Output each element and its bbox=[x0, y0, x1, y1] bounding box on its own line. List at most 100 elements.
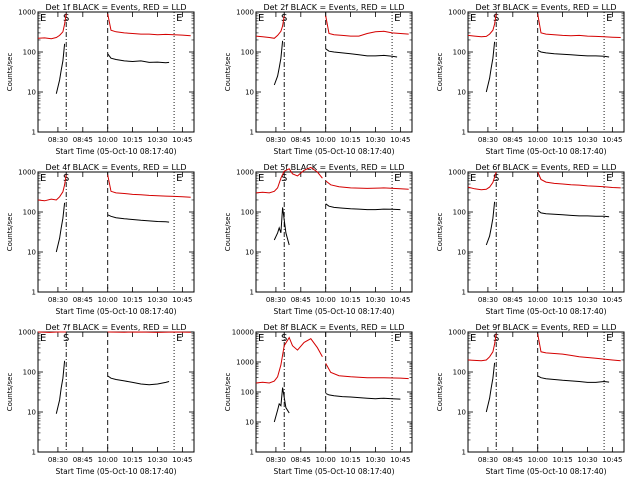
event-marker-label: E bbox=[258, 13, 264, 24]
y-tick-label: 1000 bbox=[236, 169, 254, 177]
event-marker-label: E bbox=[606, 333, 612, 344]
x-tick-label: 10:45 bbox=[172, 136, 192, 144]
y-axis-label: Counts/sec bbox=[6, 373, 14, 412]
y-tick-label: 10 bbox=[245, 419, 254, 427]
event-marker-label: S bbox=[493, 13, 499, 24]
x-tick-label: 10:45 bbox=[390, 136, 410, 144]
y-axis-label: Counts/sec bbox=[436, 373, 444, 412]
events-series-line bbox=[273, 387, 290, 423]
plot-frame bbox=[255, 171, 413, 293]
events-series-line bbox=[325, 203, 401, 211]
events-series-line bbox=[273, 207, 290, 246]
detector-panel: Det 7f BLACK = Events, RED = LLD Counts/s… bbox=[6, 323, 195, 476]
x-tick-label: 08:30 bbox=[266, 296, 286, 304]
plot-frame bbox=[255, 11, 413, 133]
panel-title: Det 1f BLACK = Events, RED = LLD bbox=[45, 3, 186, 12]
events-series-line bbox=[537, 49, 610, 58]
event-marker-label: S bbox=[63, 13, 69, 24]
lld-series-line bbox=[537, 13, 621, 38]
lld-series-line bbox=[325, 363, 409, 380]
x-tick-label: 10:15 bbox=[553, 296, 573, 304]
x-tick-label: 08:45 bbox=[73, 296, 93, 304]
y-tick-label: 10 bbox=[457, 89, 466, 97]
y-axis-label: Counts/sec bbox=[436, 213, 444, 252]
x-tick-label: 10:00 bbox=[528, 136, 548, 144]
y-tick-label: 100 bbox=[23, 209, 36, 217]
panel-title: Det 3f BLACK = Events, RED = LLD bbox=[475, 3, 616, 12]
x-tick-label: 10:45 bbox=[602, 296, 622, 304]
lld-series-line bbox=[325, 15, 409, 37]
y-tick-label: 100 bbox=[453, 209, 466, 217]
lld-series-line bbox=[107, 13, 191, 37]
events-series-line bbox=[485, 362, 496, 413]
x-tick-label: 10:30 bbox=[147, 456, 167, 464]
lld-series-line bbox=[255, 336, 323, 384]
plot-frame bbox=[37, 331, 195, 453]
y-tick-label: 1000 bbox=[448, 9, 466, 17]
x-axis-label: Start Time (05-Oct-10 08:17:40) bbox=[55, 467, 176, 476]
event-marker-label: E bbox=[394, 173, 400, 184]
y-tick-label: 10 bbox=[27, 409, 36, 417]
x-tick-label: 10:30 bbox=[147, 296, 167, 304]
x-axis-label: Start Time (05-Oct-10 08:17:40) bbox=[485, 147, 606, 156]
events-series-line bbox=[107, 53, 170, 64]
x-axis-label: Start Time (05-Oct-10 08:17:40) bbox=[273, 147, 394, 156]
y-axis-label: Counts/sec bbox=[6, 213, 14, 252]
x-tick-label: 10:00 bbox=[98, 296, 118, 304]
detector-panel: Det 6f BLACK = Events, RED = LLD Counts/s… bbox=[436, 163, 625, 316]
y-tick-label: 10 bbox=[457, 409, 466, 417]
y-tick-label: 10000 bbox=[232, 329, 254, 337]
event-marker-label: S bbox=[63, 173, 69, 184]
x-tick-label: 10:00 bbox=[316, 456, 336, 464]
y-tick-label: 1 bbox=[32, 129, 36, 137]
x-tick-label: 10:30 bbox=[577, 456, 597, 464]
event-marker-label: E bbox=[470, 13, 476, 24]
event-marker-label: E bbox=[176, 333, 182, 344]
y-tick-label: 10 bbox=[457, 249, 466, 257]
x-tick-label: 10:15 bbox=[553, 136, 573, 144]
y-tick-label: 100 bbox=[453, 49, 466, 57]
x-tick-label: 10:30 bbox=[147, 136, 167, 144]
y-tick-label: 10 bbox=[245, 249, 254, 257]
y-tick-label: 1 bbox=[32, 289, 36, 297]
y-tick-label: 1 bbox=[250, 449, 254, 457]
x-tick-label: 10:00 bbox=[98, 456, 118, 464]
x-tick-label: 08:30 bbox=[266, 456, 286, 464]
y-tick-label: 1000 bbox=[236, 9, 254, 17]
x-tick-label: 10:45 bbox=[390, 296, 410, 304]
events-series-line bbox=[537, 375, 610, 383]
y-tick-label: 1000 bbox=[18, 9, 36, 17]
y-axis-label: Counts/sec bbox=[224, 53, 232, 92]
x-tick-label: 08:45 bbox=[291, 456, 311, 464]
x-tick-label: 08:45 bbox=[291, 296, 311, 304]
y-tick-label: 1 bbox=[462, 449, 466, 457]
x-tick-label: 10:00 bbox=[98, 136, 118, 144]
events-series-line bbox=[55, 202, 66, 253]
x-tick-label: 10:15 bbox=[123, 456, 143, 464]
y-tick-label: 1000 bbox=[18, 169, 36, 177]
x-tick-label: 08:45 bbox=[503, 296, 523, 304]
plot-frame bbox=[255, 331, 413, 453]
y-tick-label: 100 bbox=[23, 369, 36, 377]
y-tick-label: 1 bbox=[462, 129, 466, 137]
detector-panel: Det 8f BLACK = Events, RED = LLD Counts/s… bbox=[224, 323, 413, 476]
panel-title: Det 7f BLACK = Events, RED = LLD bbox=[45, 323, 186, 332]
y-tick-label: 1000 bbox=[448, 329, 466, 337]
y-tick-label: 100 bbox=[241, 49, 254, 57]
event-marker-label: S bbox=[281, 173, 287, 184]
x-tick-label: 10:30 bbox=[577, 136, 597, 144]
x-axis-label: Start Time (05-Oct-10 08:17:40) bbox=[55, 307, 176, 316]
y-tick-label: 1000 bbox=[18, 329, 36, 337]
event-marker-label: E bbox=[470, 333, 476, 344]
y-axis-label: Counts/sec bbox=[6, 53, 14, 92]
x-tick-label: 08:45 bbox=[503, 136, 523, 144]
x-tick-label: 10:15 bbox=[553, 456, 573, 464]
x-tick-label: 08:30 bbox=[48, 456, 68, 464]
x-tick-label: 10:30 bbox=[365, 456, 385, 464]
panel-title: Det 5f BLACK = Events, RED = LLD bbox=[263, 163, 404, 172]
x-tick-label: 08:45 bbox=[73, 456, 93, 464]
event-marker-label: E bbox=[394, 333, 400, 344]
x-tick-label: 10:15 bbox=[341, 296, 361, 304]
x-tick-label: 10:15 bbox=[341, 136, 361, 144]
y-tick-label: 1 bbox=[250, 289, 254, 297]
